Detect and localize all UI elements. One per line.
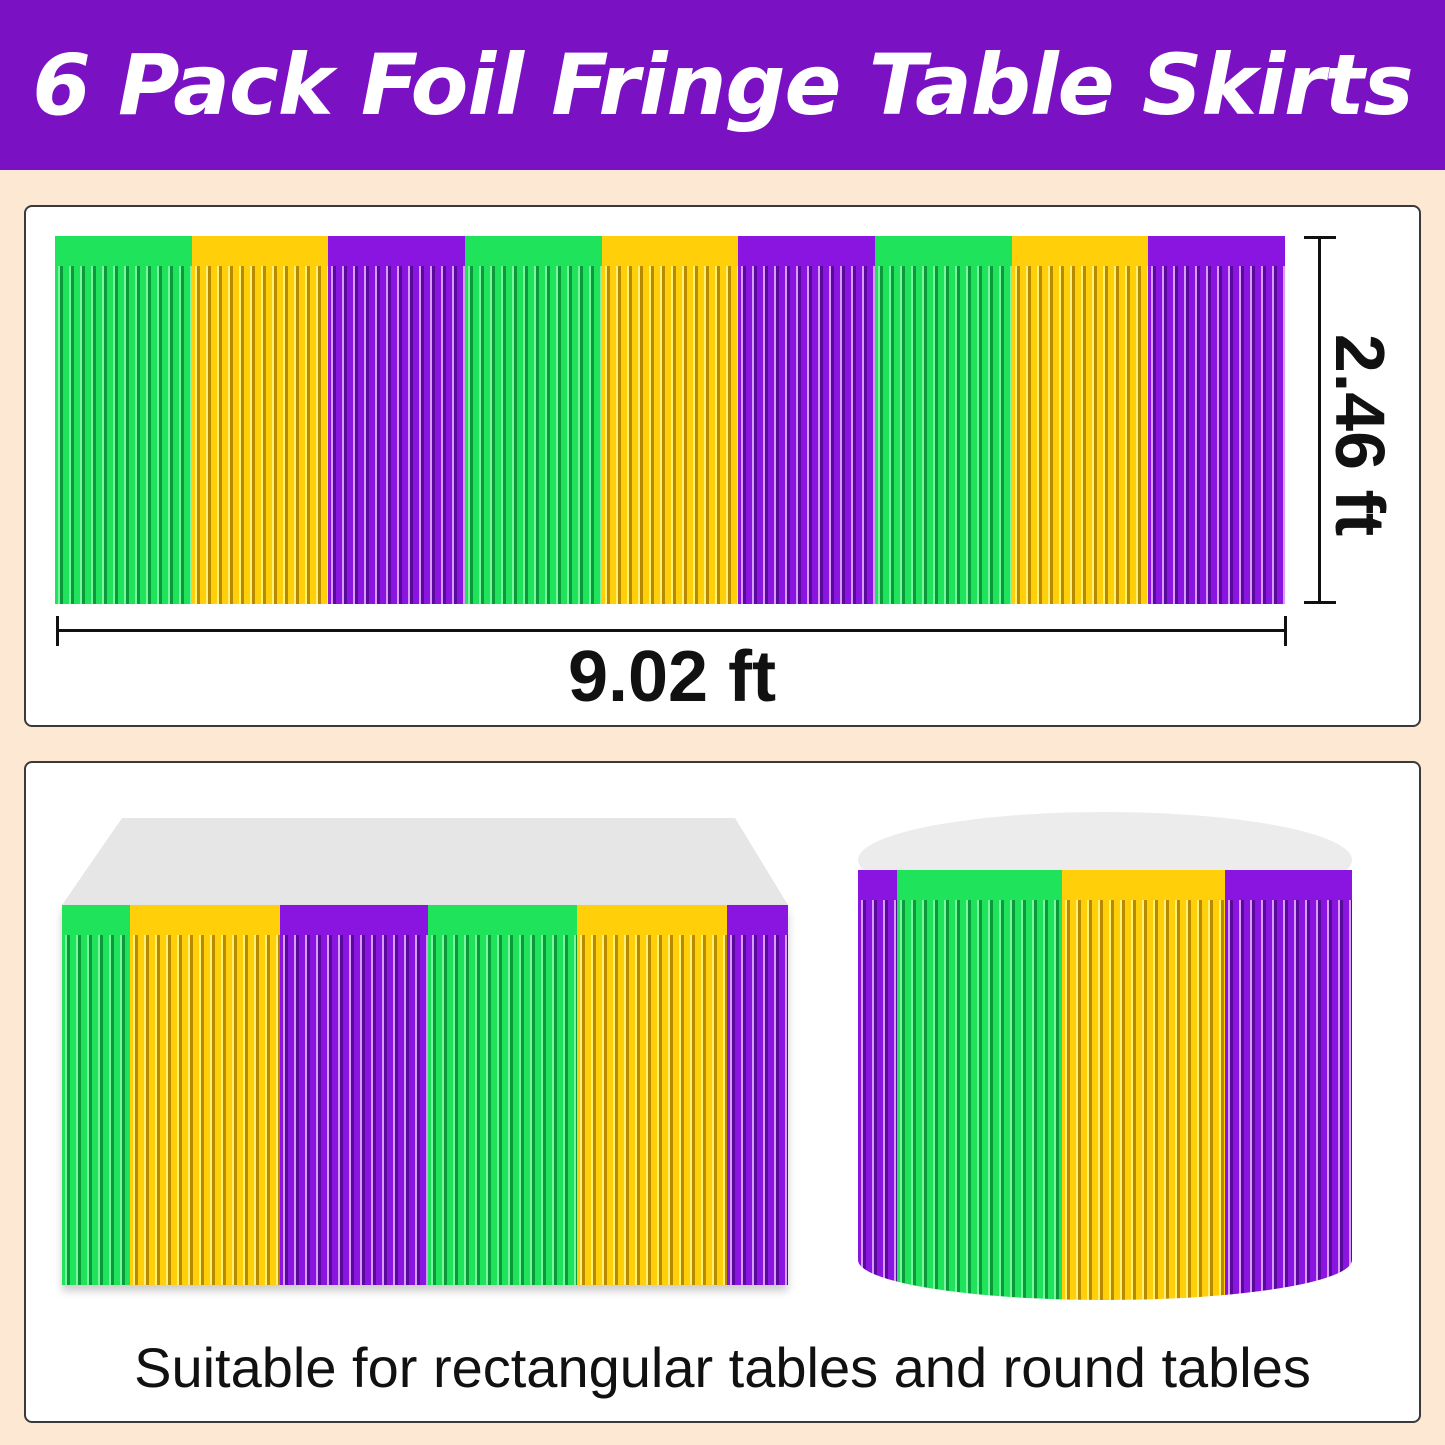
fringe-header-band: [130, 905, 280, 935]
fringe-header-band: [62, 905, 130, 935]
fringe-strands: [1148, 266, 1285, 604]
fringe-strands: [62, 935, 130, 1285]
fringe-segment-green: [874, 236, 1012, 604]
fringe-strands: [858, 900, 897, 1300]
fringe-strands: [897, 900, 1062, 1300]
fringe-strands: [1062, 900, 1225, 1300]
fringe-segment-purple: [1148, 236, 1285, 604]
fringe-header-band: [727, 905, 788, 935]
fringe-segment-gold: [191, 236, 329, 604]
fringe-strands: [328, 266, 465, 604]
fringe-segment-gold: [130, 905, 280, 1285]
title: 6 Pack Foil Fringe Table Skirts: [32, 36, 1413, 134]
fringe-strands: [1011, 266, 1149, 604]
fringe-header-band: [874, 236, 1012, 266]
fringe-segment-gold: [1062, 870, 1225, 1300]
fringe-strands: [577, 935, 727, 1285]
fringe-header-band: [1011, 236, 1149, 266]
fringe-strands: [428, 935, 577, 1285]
fringe-segment-purple: [1225, 870, 1352, 1300]
fringe-header-band: [601, 236, 739, 266]
round-table-skirt: [858, 870, 1352, 1300]
fringe-header-band: [55, 236, 192, 266]
fringe-segment-purple: [727, 905, 788, 1285]
height-tick-top: [1304, 236, 1336, 239]
fringe-header-band: [280, 905, 428, 935]
fringe-segment-gold: [577, 905, 727, 1285]
fringe-segment-purple: [280, 905, 428, 1285]
fringe-header-band: [428, 905, 577, 935]
width-tick-right: [1284, 616, 1287, 646]
fringe-header-band: [738, 236, 875, 266]
width-label: 9.02 ft: [567, 637, 777, 717]
fringe-segment-gold: [601, 236, 739, 604]
fringe-header-band: [897, 870, 1062, 900]
fringe-segment-purple: [738, 236, 875, 604]
fringe-header-band: [328, 236, 465, 266]
fringe-strands: [1225, 900, 1352, 1300]
fringe-header-band: [577, 905, 727, 935]
fringe-strands: [464, 266, 602, 604]
fringe-header-band: [1062, 870, 1225, 900]
flat-fringe-skirt: [55, 236, 1285, 604]
fringe-strands: [55, 266, 192, 604]
fringe-segment-gold: [1011, 236, 1149, 604]
fringe-segment-green: [55, 236, 192, 604]
fringe-strands: [727, 935, 788, 1285]
fringe-strands: [130, 935, 280, 1285]
fringe-header-band: [1148, 236, 1285, 266]
fringe-segment-green: [428, 905, 577, 1285]
fringe-segment-green: [897, 870, 1062, 1300]
title-banner: 6 Pack Foil Fringe Table Skirts: [0, 0, 1445, 170]
fringe-strands: [601, 266, 739, 604]
height-dimension-line: [1318, 236, 1321, 604]
width-dimension-line: [57, 629, 1285, 632]
fringe-segment-green: [464, 236, 602, 604]
rect-table-skirt: [62, 905, 788, 1285]
fringe-segment-purple: [858, 870, 897, 1300]
fringe-header-band: [858, 870, 897, 900]
fringe-header-band: [191, 236, 329, 266]
caption: Suitable for rectangular tables and roun…: [134, 1336, 1311, 1399]
fringe-header-band: [464, 236, 602, 266]
fringe-strands: [874, 266, 1012, 604]
fringe-strands: [738, 266, 875, 604]
width-tick-left: [56, 616, 59, 646]
fringe-segment-green: [62, 905, 130, 1285]
fringe-strands: [191, 266, 329, 604]
fringe-strands: [280, 935, 428, 1285]
fringe-header-band: [1225, 870, 1352, 900]
fringe-segment-purple: [328, 236, 465, 604]
height-tick-bottom: [1304, 601, 1336, 604]
